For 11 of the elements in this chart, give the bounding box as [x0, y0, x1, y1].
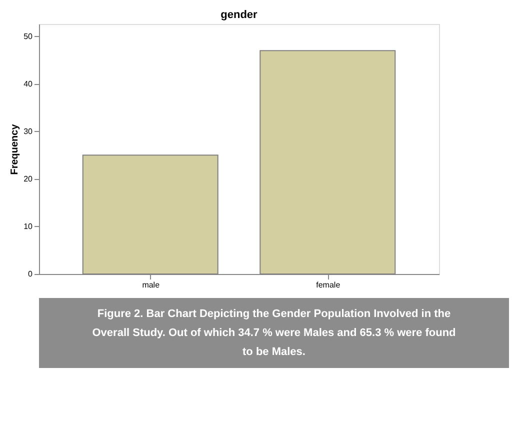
- y-tick-label: 20: [24, 174, 34, 184]
- y-tick-label: 40: [24, 79, 34, 88]
- y-tick-label: 0: [28, 270, 34, 278]
- chart-title: gender: [220, 9, 258, 21]
- caption: Figure 2. Bar Chart Depicting the Gender Population Involved in the Overall Study. Out of which 34.7 % were Males and 65.3 % were found to be Males.: [92, 308, 456, 358]
- x-tick-label: male: [142, 280, 160, 290]
- x-tick-label: female: [316, 280, 341, 290]
- y-tick-label: 10: [24, 222, 34, 231]
- y-axis-title: Frequency: [10, 124, 21, 175]
- y-tick-label: 50: [24, 32, 34, 41]
- y-tick-label: 30: [24, 126, 34, 136]
